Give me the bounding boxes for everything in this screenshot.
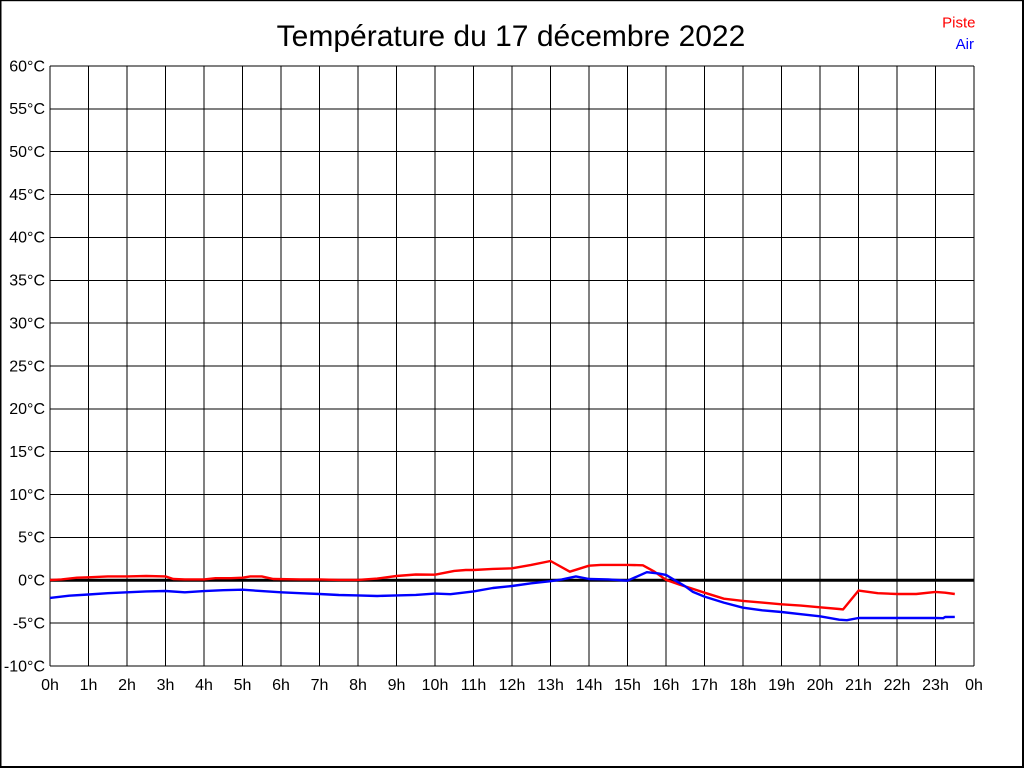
svg-text:15°C: 15°C — [9, 444, 45, 461]
svg-text:20°C: 20°C — [9, 401, 45, 418]
svg-text:55°C: 55°C — [9, 101, 45, 118]
svg-text:60°C: 60°C — [9, 58, 45, 75]
svg-text:3h: 3h — [157, 677, 175, 694]
svg-text:10h: 10h — [422, 677, 449, 694]
svg-text:0h: 0h — [41, 677, 59, 694]
svg-text:50°C: 50°C — [9, 144, 45, 161]
svg-text:1h: 1h — [80, 677, 98, 694]
svg-text:23h: 23h — [922, 677, 949, 694]
svg-text:35°C: 35°C — [9, 273, 45, 290]
svg-text:30°C: 30°C — [9, 315, 45, 332]
svg-text:0°C: 0°C — [18, 573, 45, 590]
svg-text:8h: 8h — [349, 677, 367, 694]
svg-text:-5°C: -5°C — [13, 615, 45, 632]
svg-text:17h: 17h — [691, 677, 718, 694]
svg-text:16h: 16h — [653, 677, 680, 694]
svg-text:7h: 7h — [311, 677, 329, 694]
svg-text:14h: 14h — [576, 677, 603, 694]
svg-text:21h: 21h — [845, 677, 872, 694]
svg-text:10°C: 10°C — [9, 487, 45, 504]
svg-text:12h: 12h — [499, 677, 526, 694]
svg-text:-10°C: -10°C — [4, 658, 45, 675]
svg-text:19h: 19h — [768, 677, 795, 694]
svg-text:0h: 0h — [965, 677, 983, 694]
svg-text:9h: 9h — [388, 677, 406, 694]
svg-text:4h: 4h — [195, 677, 213, 694]
svg-text:Piste: Piste — [942, 14, 975, 31]
svg-text:11h: 11h — [461, 677, 487, 694]
svg-text:15h: 15h — [614, 677, 641, 694]
svg-text:6h: 6h — [272, 677, 290, 694]
svg-text:20h: 20h — [807, 677, 834, 694]
svg-text:Air: Air — [956, 36, 974, 53]
svg-text:2h: 2h — [118, 677, 136, 694]
svg-text:Température du 17 décembre 202: Température du 17 décembre 2022 — [277, 20, 746, 53]
svg-text:40°C: 40°C — [9, 230, 45, 247]
svg-text:5°C: 5°C — [18, 530, 45, 547]
svg-text:18h: 18h — [730, 677, 757, 694]
svg-text:13h: 13h — [537, 677, 564, 694]
svg-text:45°C: 45°C — [9, 187, 45, 204]
svg-text:22h: 22h — [884, 677, 911, 694]
svg-text:5h: 5h — [234, 677, 252, 694]
svg-text:25°C: 25°C — [9, 358, 45, 375]
